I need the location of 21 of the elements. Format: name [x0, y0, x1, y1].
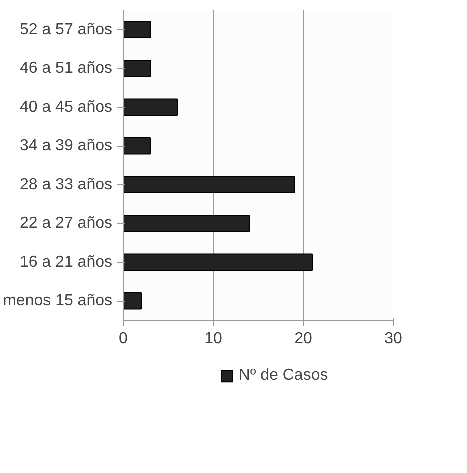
x-tick-label: 10	[204, 330, 222, 348]
bar	[124, 60, 151, 78]
y-tick-label: 46 a 51 años	[20, 60, 113, 78]
y-tick-label: 34 a 39 años	[20, 138, 113, 155]
bar	[124, 21, 151, 39]
bar	[124, 176, 295, 194]
bar	[124, 98, 178, 116]
x-tick-label: 0	[119, 330, 128, 348]
y-tick-label: 16 a 21 años	[20, 254, 113, 271]
x-tick-label: 30	[384, 330, 402, 348]
bar	[124, 292, 142, 310]
y-tick-label: 40 a 45 años	[20, 98, 113, 116]
bar	[124, 137, 151, 155]
legend-label: Nº de Casos	[238, 367, 328, 385]
y-tick-label: 28 a 33 años	[20, 176, 113, 194]
y-tick-label: 52 a 57 años	[20, 21, 113, 38]
y-tick-label: 22 a 27 años	[20, 215, 113, 232]
y-tick-label: menos 15 años	[3, 292, 112, 310]
bar	[124, 254, 313, 272]
bar	[124, 214, 250, 232]
x-tick-label: 20	[294, 330, 312, 348]
